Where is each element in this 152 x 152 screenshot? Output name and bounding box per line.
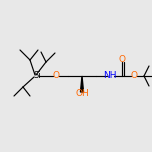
Text: O: O: [131, 71, 138, 81]
Text: Si: Si: [33, 71, 41, 81]
Text: NH: NH: [103, 71, 117, 81]
Text: OH: OH: [75, 90, 89, 98]
Text: O: O: [119, 55, 126, 64]
Polygon shape: [81, 76, 83, 92]
Text: O: O: [52, 71, 59, 81]
